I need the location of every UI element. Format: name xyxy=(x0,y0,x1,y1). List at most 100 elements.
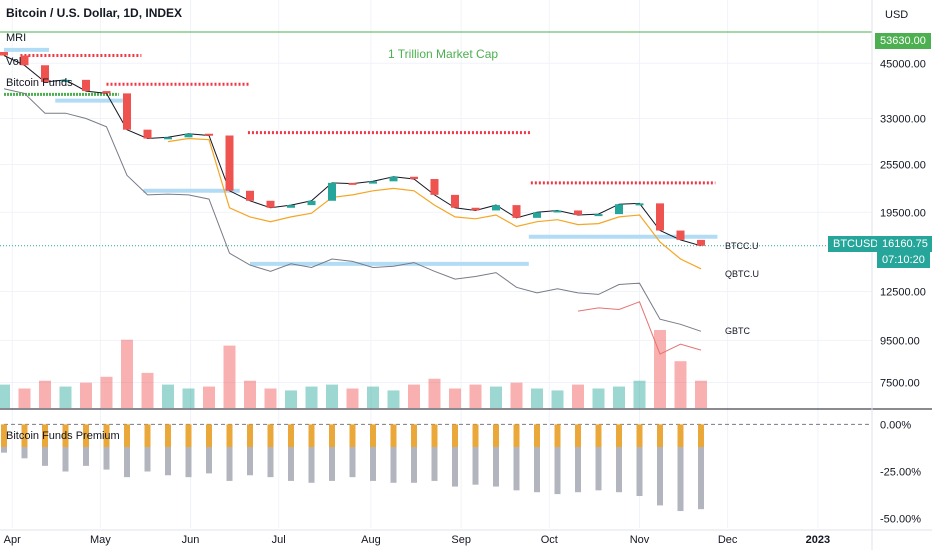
currency-label: USD xyxy=(885,9,909,21)
premium-bar-btcc xyxy=(124,424,130,448)
premium-bar xyxy=(308,424,315,483)
price-candle xyxy=(102,91,111,94)
premium-bar-btcc xyxy=(616,424,622,448)
premium-bar xyxy=(431,424,438,481)
premium-bar xyxy=(452,424,458,487)
price-candle xyxy=(676,230,685,240)
x-axis-tick-label: Jul xyxy=(272,534,286,546)
volume-bar xyxy=(203,386,215,408)
volume-bar xyxy=(305,386,318,408)
x-axis-tick-label: May xyxy=(90,534,111,546)
premium-bar-btcc xyxy=(267,424,274,448)
price-candle xyxy=(656,203,664,231)
price-candle xyxy=(123,93,131,130)
pane2-title[interactable]: Bitcoin Funds Premium xyxy=(6,430,120,442)
price-candle xyxy=(287,205,295,208)
volume-bar xyxy=(244,380,256,408)
x-axis-tick-label: Apr xyxy=(4,534,21,546)
indicator-mri[interactable]: MRI xyxy=(6,32,27,44)
premium-bar-btcc xyxy=(411,424,417,448)
x-axis-tick-label: Sep xyxy=(451,534,471,546)
price-candle xyxy=(451,194,459,208)
premium-bar-btcc xyxy=(144,424,151,448)
countdown-tag: 07:10:20 xyxy=(877,252,930,268)
premium-bar-btcc xyxy=(595,424,602,448)
premium-bar xyxy=(267,424,274,478)
y-axis-tick-label: 12500.00 xyxy=(880,287,926,299)
price-candle xyxy=(164,137,172,140)
price-candle xyxy=(225,135,234,191)
market-cap-price-tag: 53630.00 xyxy=(875,33,931,49)
price-candle xyxy=(61,79,70,83)
premium-bar-btcc xyxy=(657,424,663,448)
volume-bar xyxy=(264,388,277,408)
price-candle xyxy=(0,51,8,56)
price-candle xyxy=(389,176,398,182)
premium-bar xyxy=(185,424,192,478)
volume-bar xyxy=(121,339,133,408)
btcusd-line xyxy=(3,55,702,247)
qbtc-line xyxy=(3,88,702,332)
y-axis-tick-label: 19500.00 xyxy=(880,207,926,219)
fund-label-btcc: BTCC.U xyxy=(725,241,759,251)
premium-bar-btcc xyxy=(677,424,684,448)
volume-bar xyxy=(39,380,51,408)
volume-bar xyxy=(428,378,441,408)
chart-title: Bitcoin / U.S. Dollar, 1D, INDEX xyxy=(6,6,183,20)
indicator-vol[interactable]: Vol xyxy=(6,56,22,68)
volume-bar xyxy=(18,388,31,408)
premium-bar-btcc xyxy=(431,424,438,448)
premium-bar xyxy=(165,424,171,476)
premium-bar xyxy=(390,424,397,483)
premium-bar xyxy=(575,424,581,493)
volume-bars xyxy=(0,330,707,408)
volume-bar xyxy=(613,386,625,408)
premium-bar xyxy=(124,424,130,478)
volume-bar xyxy=(0,384,10,408)
y-axis-tick-label: 45000.00 xyxy=(880,58,926,70)
premium-bar xyxy=(636,424,643,496)
volume-bar xyxy=(633,380,646,408)
price-candle xyxy=(410,176,418,180)
y-axis-tick-label: 33000.00 xyxy=(880,114,926,126)
volume-bar xyxy=(80,382,92,408)
premium-bar-btcc xyxy=(370,424,376,448)
price-candle xyxy=(512,205,521,218)
price-candle xyxy=(246,190,254,201)
premium-bars xyxy=(1,424,704,512)
premium-bar-btcc xyxy=(534,424,540,448)
premium-bar xyxy=(493,424,499,487)
premium-bar-btcc xyxy=(83,424,89,448)
volume-bar xyxy=(510,382,523,408)
volume-bar xyxy=(182,388,195,408)
volume-bar xyxy=(695,380,707,408)
premium-bar xyxy=(370,424,376,481)
premium-bar-btcc xyxy=(308,424,315,448)
indicator-bitcoin-funds[interactable]: Bitcoin Funds xyxy=(6,77,73,89)
x-axis-tick-label: Oct xyxy=(541,534,558,546)
volume-bar xyxy=(100,376,113,408)
premium-bar-btcc xyxy=(513,424,520,448)
volume-bar xyxy=(326,384,338,408)
premium-bar xyxy=(616,424,622,493)
premium-bar xyxy=(534,424,540,493)
volume-bar xyxy=(469,384,482,408)
volume-bar xyxy=(490,386,502,408)
y-axis-tick-label: 9500.00 xyxy=(880,335,920,347)
premium-bar xyxy=(513,424,520,491)
premium-bar-btcc xyxy=(21,424,28,448)
premium-bar-btcc xyxy=(1,424,7,448)
price-candles xyxy=(0,51,705,246)
premium-bar-btcc xyxy=(206,424,212,448)
price-candle xyxy=(41,65,49,83)
price-candle xyxy=(553,210,562,213)
price-candle xyxy=(492,205,500,211)
premium-tick-label: -50.00% xyxy=(880,514,921,526)
volume-bar xyxy=(531,388,543,408)
premium-bar xyxy=(206,424,212,474)
price-candle xyxy=(143,129,152,139)
premium-bar xyxy=(226,424,233,481)
price-candle xyxy=(471,207,480,211)
premium-bar-btcc xyxy=(288,424,294,448)
